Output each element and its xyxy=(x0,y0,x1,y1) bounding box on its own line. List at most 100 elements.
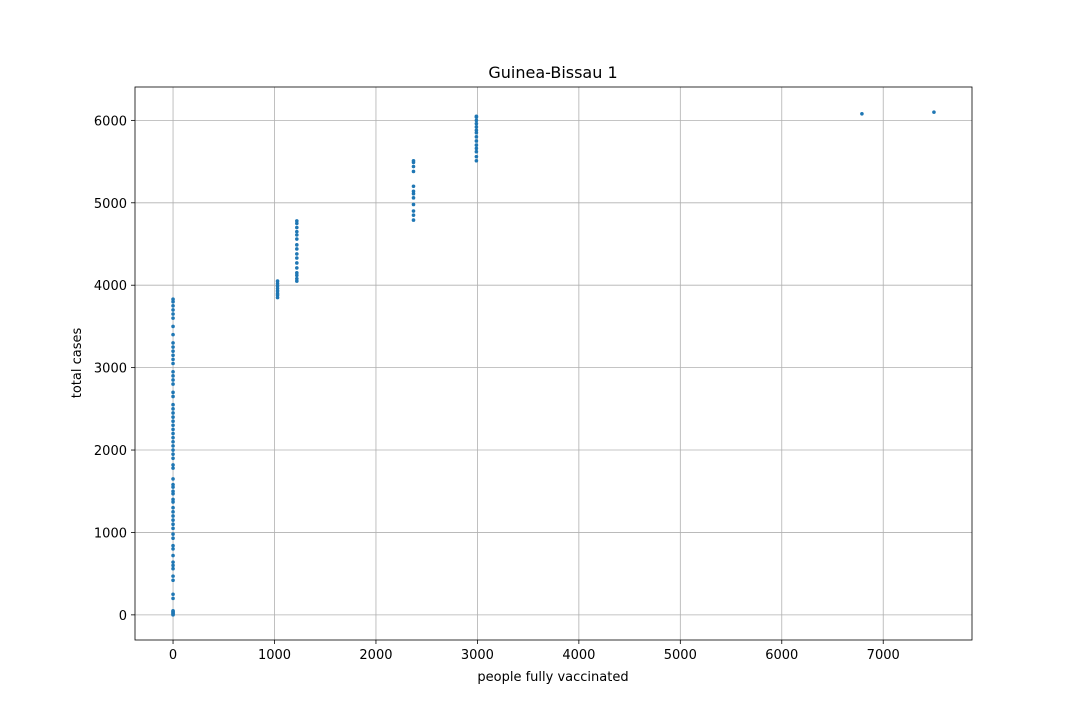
point xyxy=(411,169,416,174)
point xyxy=(171,444,175,448)
point xyxy=(171,407,175,411)
y-tick-label: 4000 xyxy=(94,279,127,294)
point xyxy=(295,271,299,275)
point xyxy=(295,276,299,281)
y-tick-label: 3000 xyxy=(94,362,127,377)
point xyxy=(411,213,416,217)
point xyxy=(171,316,175,320)
point xyxy=(295,225,299,230)
point xyxy=(411,202,416,207)
x-tick-label: 7000 xyxy=(867,648,900,663)
point xyxy=(171,415,175,419)
point xyxy=(474,121,479,126)
point xyxy=(411,184,416,189)
point xyxy=(295,256,299,260)
point xyxy=(171,435,175,440)
point xyxy=(295,252,299,256)
point xyxy=(171,308,175,312)
point xyxy=(171,596,175,601)
point xyxy=(295,221,299,226)
y-tick-label: 2000 xyxy=(94,444,127,459)
point xyxy=(171,553,175,558)
point xyxy=(474,143,479,147)
point xyxy=(171,547,175,551)
point xyxy=(295,261,299,265)
x-axis-label: people fully vaccinated xyxy=(477,670,628,685)
point xyxy=(474,128,479,133)
point xyxy=(171,448,175,452)
point xyxy=(474,125,479,129)
point xyxy=(474,146,479,151)
point xyxy=(275,284,280,288)
point xyxy=(474,139,479,143)
point xyxy=(171,543,175,548)
point xyxy=(295,219,299,223)
point xyxy=(171,349,175,353)
point xyxy=(275,281,280,286)
point xyxy=(171,463,175,467)
y-tick-label: 0 xyxy=(119,609,127,624)
point xyxy=(171,394,175,399)
point xyxy=(171,477,175,481)
point xyxy=(171,485,175,489)
point xyxy=(474,135,479,139)
point xyxy=(171,312,175,316)
point xyxy=(474,114,479,119)
point xyxy=(171,497,175,502)
point xyxy=(275,295,280,300)
point xyxy=(295,233,299,237)
point xyxy=(171,411,175,415)
point xyxy=(275,279,280,283)
point xyxy=(171,332,175,337)
point xyxy=(275,291,280,296)
chart-title: Guinea-Bissau 1 xyxy=(488,63,617,82)
y-tick-label: 1000 xyxy=(94,526,127,541)
plot: 0 1000 2000 3000 4000 5000 6000 7000 0 1000 2000 30… xyxy=(94,87,972,663)
point xyxy=(171,402,175,407)
point xyxy=(411,189,416,194)
point xyxy=(171,419,175,423)
point xyxy=(171,518,175,522)
point xyxy=(171,297,175,302)
point xyxy=(411,209,416,213)
point xyxy=(171,374,175,378)
point xyxy=(171,536,175,541)
x-tick-label: 3000 xyxy=(461,648,494,663)
point xyxy=(171,357,175,362)
point xyxy=(171,345,175,349)
point xyxy=(295,266,299,270)
point xyxy=(171,423,175,428)
point xyxy=(171,578,175,583)
x-tick-label: 6000 xyxy=(765,648,798,663)
point xyxy=(411,218,416,222)
point xyxy=(171,390,175,395)
x-tick-label: 1000 xyxy=(258,648,291,663)
point xyxy=(474,158,479,163)
point xyxy=(411,158,416,163)
point xyxy=(295,243,299,247)
x-tick-label: 5000 xyxy=(664,648,697,663)
point xyxy=(295,273,299,278)
point xyxy=(171,608,175,613)
point xyxy=(932,110,936,114)
point xyxy=(171,341,175,345)
point xyxy=(171,566,175,571)
point xyxy=(171,491,175,496)
point xyxy=(860,111,864,116)
point xyxy=(171,427,175,432)
x-tick-label: 2000 xyxy=(359,648,392,663)
point xyxy=(275,286,280,291)
point xyxy=(474,154,479,159)
plot-frame xyxy=(134,86,973,641)
point xyxy=(411,196,416,200)
point xyxy=(171,489,175,494)
point xyxy=(295,279,299,283)
x-tick-label: 0 xyxy=(169,648,177,663)
point xyxy=(171,378,175,382)
point xyxy=(171,574,175,578)
point xyxy=(171,522,175,527)
point xyxy=(474,118,479,123)
y-tick-label: 6000 xyxy=(94,114,127,129)
